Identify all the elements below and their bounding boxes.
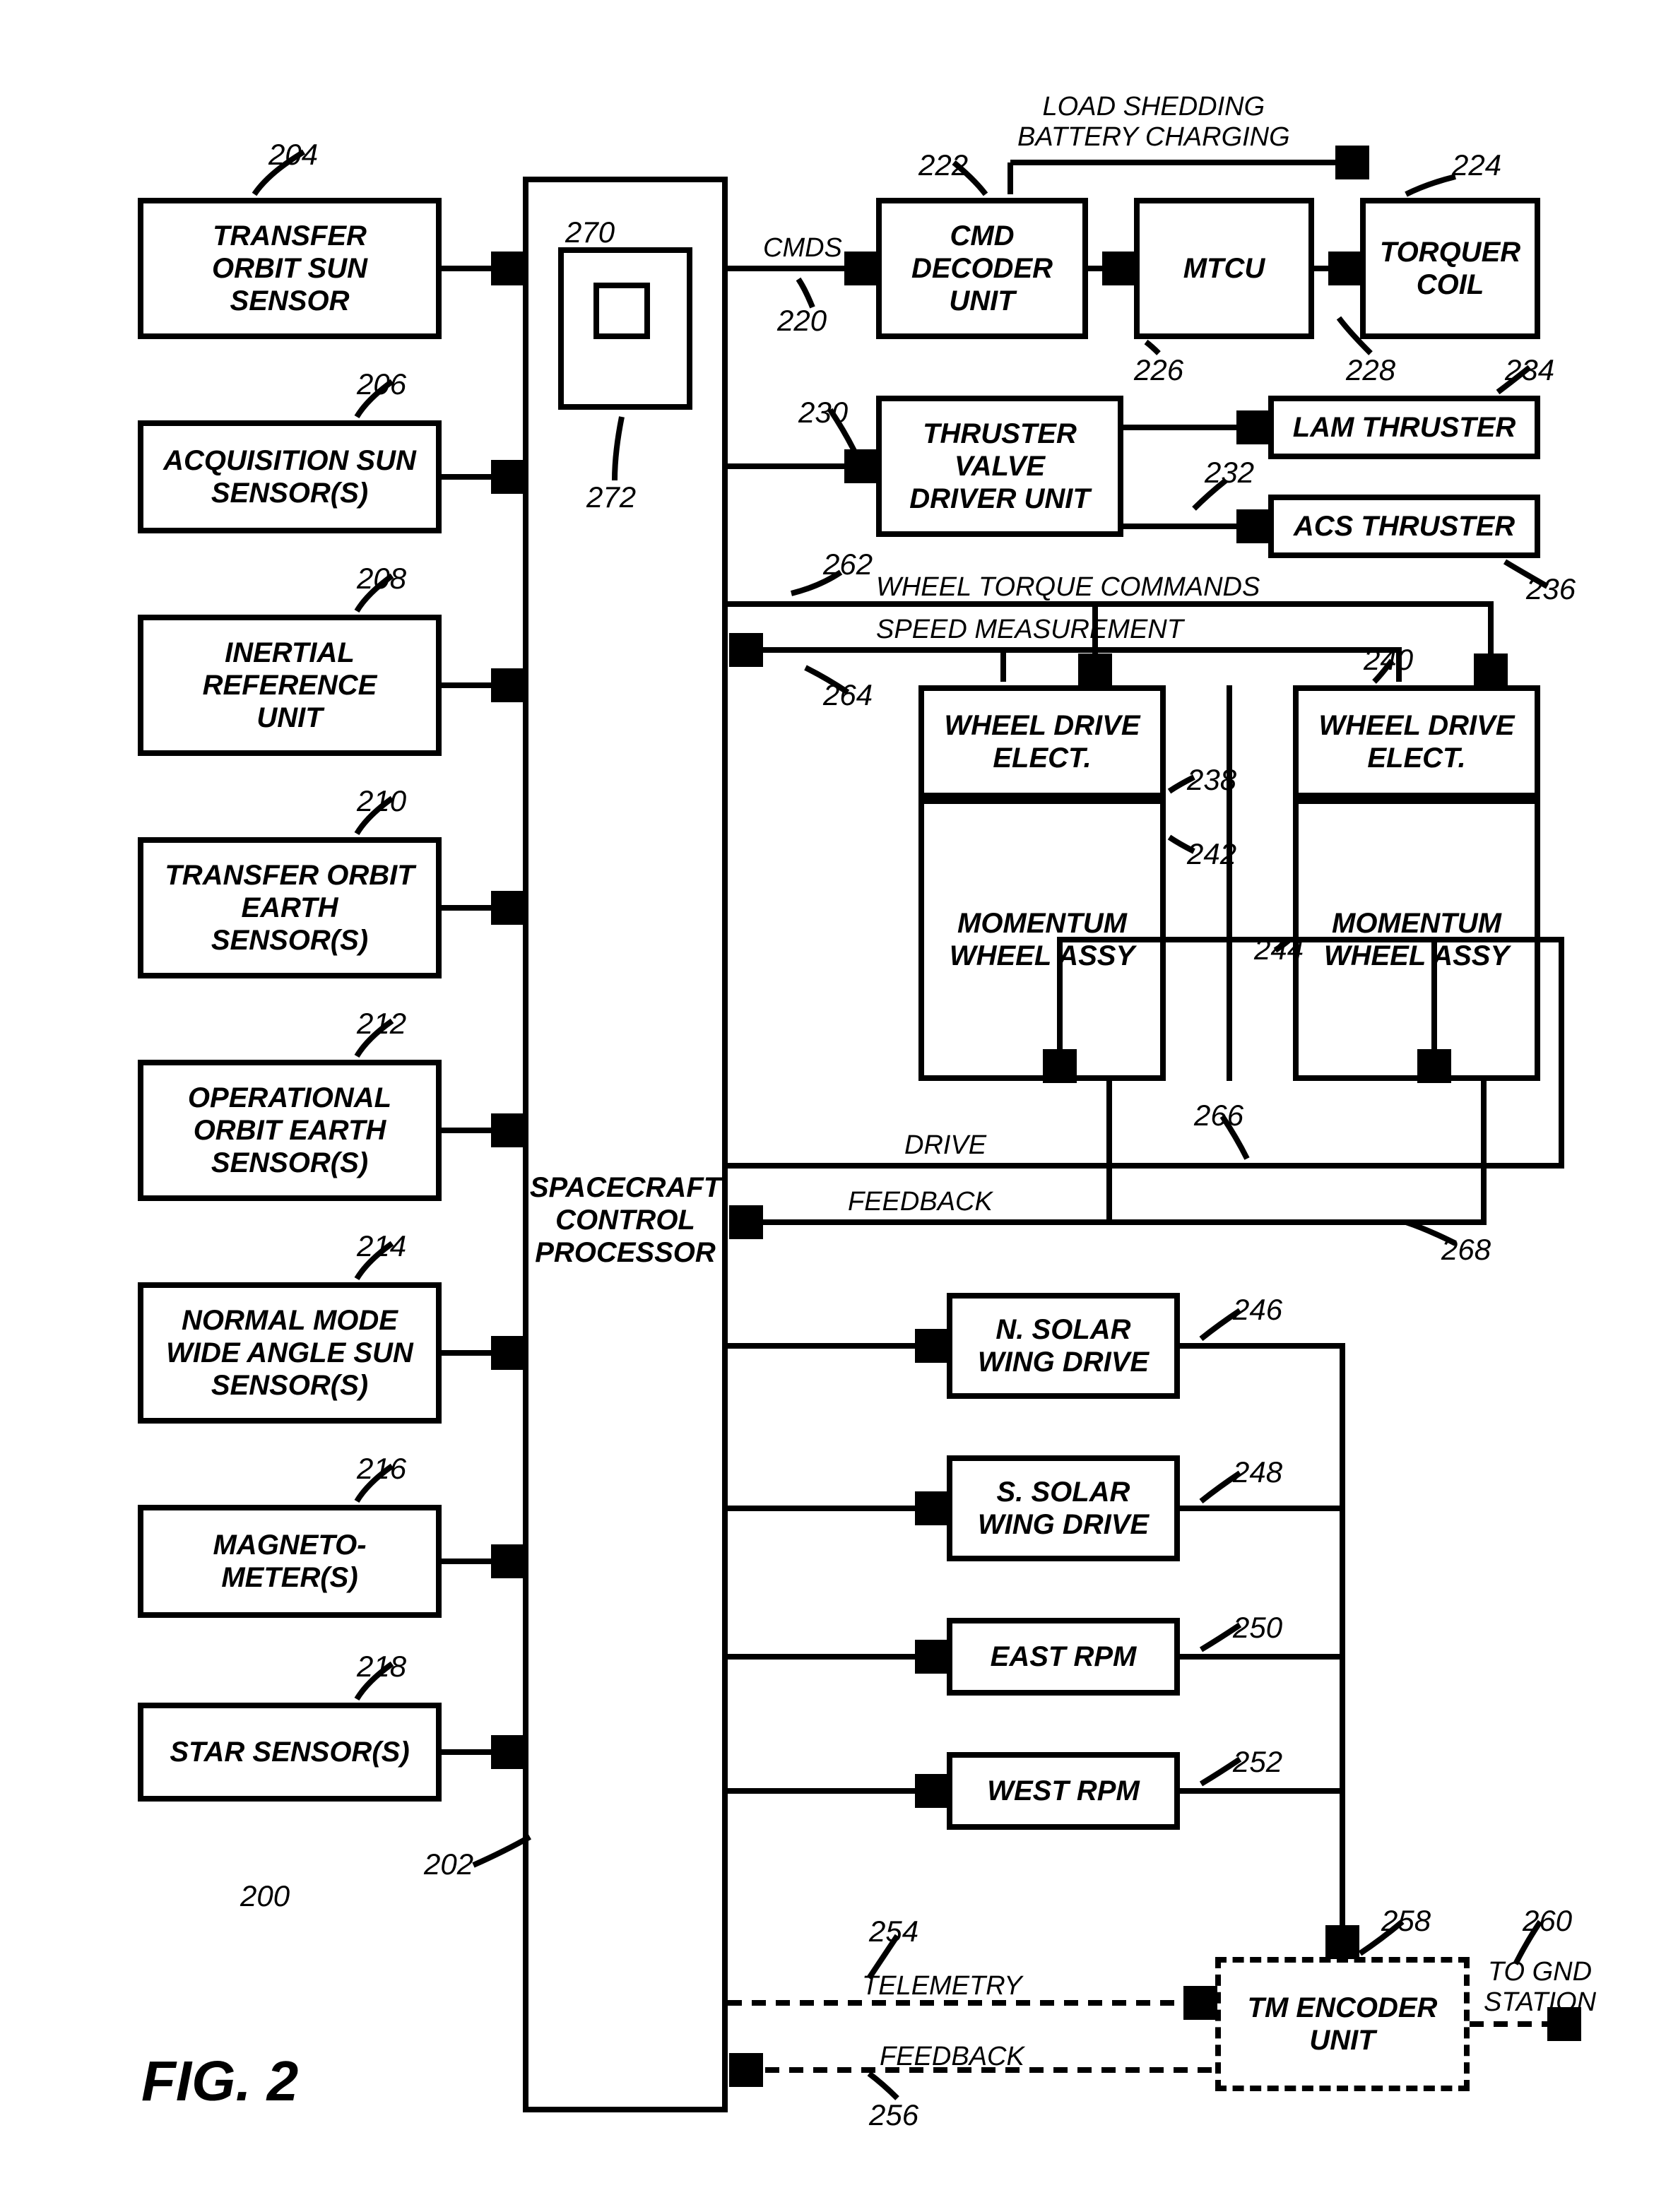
momentum-1: MOMENTUMWHEEL ASSY (918, 798, 1166, 1081)
diagram-page: TRANSFERORBIT SUNSENSOR 204 ACQUISITION … (0, 0, 1678, 2212)
ref-266: 266 (1194, 1099, 1243, 1132)
label-speed-meas: SPEED MEASUREMENT (876, 615, 1183, 645)
ref-204: 204 (268, 138, 318, 172)
sensor-216-label: MAGNETO-METER(S) (213, 1529, 366, 1594)
momentum-2: MOMENTUMWHEEL ASSY (1293, 798, 1540, 1081)
ref-208: 208 (357, 562, 406, 596)
ref-240: 240 (1364, 643, 1413, 677)
tm-encoder-label: TM ENCODERUNIT (1248, 1992, 1438, 2057)
east-rpm-label: EAST RPM (991, 1640, 1137, 1673)
torquer-coil: TORQUERCOIL (1360, 198, 1540, 339)
ref-264: 264 (823, 678, 873, 712)
ref-238: 238 (1187, 763, 1236, 797)
ref-220: 220 (777, 304, 827, 338)
n-solar-label: N. SOLARWING DRIVE (978, 1313, 1149, 1378)
ref-216: 216 (357, 1452, 406, 1486)
label-load-shedding: LOAD SHEDDINGBATTERY CHARGING (1017, 92, 1290, 153)
sensor-218: STAR SENSOR(S) (138, 1703, 442, 1802)
east-rpm: EAST RPM (947, 1618, 1180, 1696)
thruster-valve-label: THRUSTERVALVEDRIVER UNIT (909, 418, 1090, 515)
west-rpm-label: WEST RPM (987, 1775, 1140, 1807)
sensor-204-label: TRANSFERORBIT SUNSENSOR (212, 220, 367, 317)
fig-caption: FIG. 2 (141, 2049, 298, 2114)
ref-236: 236 (1526, 572, 1576, 606)
label-to-gnd: TO GNDSTATION (1484, 1957, 1596, 2018)
sensor-206-label: ACQUISITION SUNSENSOR(S) (163, 444, 416, 509)
ref-256: 256 (869, 2098, 918, 2132)
wheel-drive-1: WHEEL DRIVEELECT. (918, 685, 1166, 798)
ref-206: 206 (357, 367, 406, 401)
label-drive: DRIVE (904, 1130, 986, 1161)
ref-246: 246 (1233, 1293, 1282, 1327)
sensor-212-label: OPERATIONALORBIT EARTHSENSOR(S) (188, 1082, 391, 1179)
wheel-drive-2: WHEEL DRIVEELECT. (1293, 685, 1540, 798)
ref-200: 200 (240, 1879, 290, 1913)
ref-252: 252 (1233, 1745, 1282, 1779)
ref-218: 218 (357, 1650, 406, 1684)
scp-inner-272 (593, 283, 650, 339)
ref-232: 232 (1205, 456, 1254, 490)
west-rpm: WEST RPM (947, 1752, 1180, 1830)
ref-272: 272 (586, 480, 636, 514)
ref-242: 242 (1187, 837, 1236, 871)
ref-244: 244 (1254, 933, 1304, 966)
momentum-1-label: MOMENTUMWHEEL ASSY (950, 907, 1135, 972)
sensor-216: MAGNETO-METER(S) (138, 1505, 442, 1618)
label-cmds: CMDS (763, 233, 842, 264)
wheel-drive-2-label: WHEEL DRIVEELECT. (1318, 709, 1514, 774)
lam-thruster-label: LAM THRUSTER (1293, 411, 1516, 444)
thruster-valve: THRUSTERVALVEDRIVER UNIT (876, 396, 1123, 537)
sensor-206: ACQUISITION SUNSENSOR(S) (138, 420, 442, 533)
cmd-decoder-label: CMDDECODERUNIT (911, 220, 1053, 317)
ref-222: 222 (918, 148, 968, 182)
ref-226: 226 (1134, 353, 1183, 387)
ref-214: 214 (357, 1229, 406, 1263)
sensor-214: NORMAL MODEWIDE ANGLE SUNSENSOR(S) (138, 1282, 442, 1424)
label-feedback1: FEEDBACK (848, 1187, 993, 1217)
ref-210: 210 (357, 784, 406, 818)
torquer-label: TORQUERCOIL (1380, 236, 1520, 301)
sensor-210: TRANSFER ORBITEARTHSENSOR(S) (138, 837, 442, 978)
ref-234: 234 (1505, 353, 1554, 387)
mtcu-label: MTCU (1183, 252, 1265, 285)
label-feedback2: FEEDBACK (880, 2042, 1024, 2072)
ref-260: 260 (1523, 1904, 1572, 1938)
sensor-204: TRANSFERORBIT SUNSENSOR (138, 198, 442, 339)
ref-268: 268 (1441, 1233, 1491, 1267)
mtcu: MTCU (1134, 198, 1314, 339)
ref-228: 228 (1346, 353, 1395, 387)
lam-thruster: LAM THRUSTER (1268, 396, 1540, 459)
ref-230: 230 (798, 396, 848, 430)
ref-212: 212 (357, 1007, 406, 1041)
scp-label: SPACECRAFTCONTROLPROCESSOR (528, 1171, 722, 1269)
ref-202: 202 (424, 1847, 473, 1881)
ref-262: 262 (823, 548, 873, 581)
ref-270: 270 (565, 215, 615, 249)
ref-250: 250 (1233, 1611, 1282, 1645)
s-solar-label: S. SOLARWING DRIVE (978, 1476, 1149, 1541)
n-solar: N. SOLARWING DRIVE (947, 1293, 1180, 1399)
ref-248: 248 (1233, 1455, 1282, 1489)
acs-thruster: ACS THRUSTER (1268, 495, 1540, 558)
label-wheel-torque: WHEEL TORQUE COMMANDS (876, 572, 1260, 603)
sensor-210-label: TRANSFER ORBITEARTHSENSOR(S) (165, 859, 414, 957)
sensor-218-label: STAR SENSOR(S) (170, 1736, 409, 1768)
s-solar: S. SOLARWING DRIVE (947, 1455, 1180, 1561)
ref-224: 224 (1452, 148, 1501, 182)
sensor-212: OPERATIONALORBIT EARTHSENSOR(S) (138, 1060, 442, 1201)
ref-258: 258 (1381, 1904, 1431, 1938)
scp: SPACECRAFTCONTROLPROCESSOR (523, 177, 728, 2112)
sensor-214-label: NORMAL MODEWIDE ANGLE SUNSENSOR(S) (166, 1304, 413, 1402)
cmd-decoder: CMDDECODERUNIT (876, 198, 1088, 339)
label-telemetry: TELEMETRY (862, 1971, 1022, 2001)
wheel-drive-1-label: WHEEL DRIVEELECT. (944, 709, 1140, 774)
ref-254: 254 (869, 1915, 918, 1948)
tm-encoder: TM ENCODERUNIT (1215, 1957, 1470, 2091)
momentum-2-label: MOMENTUMWHEEL ASSY (1324, 907, 1509, 972)
sensor-208: INERTIALREFERENCEUNIT (138, 615, 442, 756)
acs-thruster-label: ACS THRUSTER (1294, 510, 1515, 543)
sensor-208-label: INERTIALREFERENCEUNIT (203, 637, 377, 734)
